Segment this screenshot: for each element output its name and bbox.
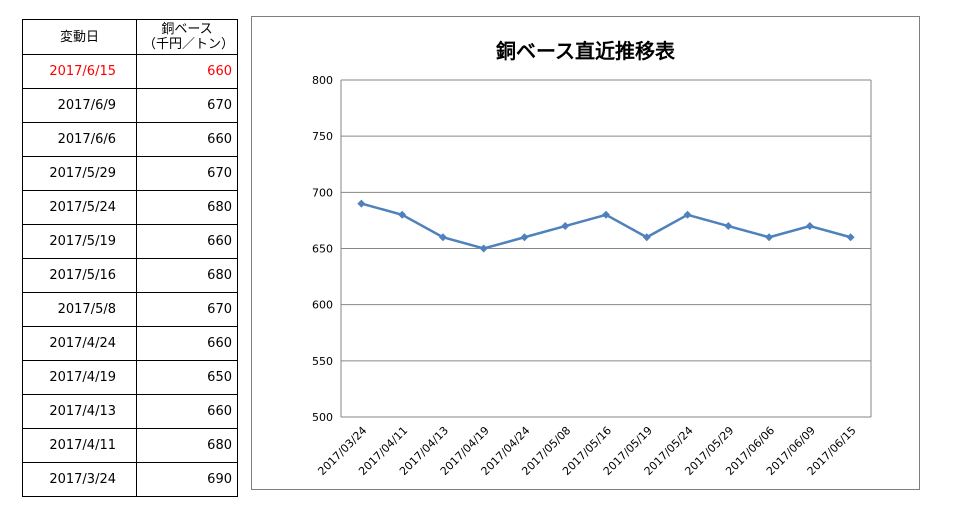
row-value: 670 — [136, 156, 238, 191]
header-date: 変動日 — [22, 19, 137, 55]
y-tick-label: 650 — [312, 243, 333, 256]
row-date: 2017/5/16 — [22, 258, 137, 293]
data-point-marker — [683, 210, 692, 219]
data-point-marker — [846, 233, 855, 242]
row-value: 670 — [136, 292, 238, 327]
row-date: 2017/4/13 — [22, 394, 137, 429]
table-row: 2017/4/19 650 — [22, 360, 238, 395]
data-point-marker — [398, 210, 407, 219]
row-value: 650 — [136, 360, 238, 395]
row-date: 2017/5/29 — [22, 156, 137, 191]
table-row: 2017/5/8 670 — [22, 292, 238, 327]
table-row: 2017/3/24 690 — [22, 462, 238, 497]
table-row: 2017/6/6 660 — [22, 122, 238, 157]
row-date: 2017/5/24 — [22, 190, 137, 225]
data-point-marker — [602, 210, 610, 219]
data-point-marker — [438, 233, 447, 242]
row-value: 680 — [136, 428, 238, 463]
table-row: 2017/4/11 680 — [22, 428, 238, 463]
line-chart: 5005506006507007508002017/03/242017/04/1… — [312, 74, 872, 478]
chart-area: 銅ベース直近推移表 500 550 600 650 700 750 800 2017/03/2… — [251, 16, 920, 490]
row-value: 660 — [136, 326, 238, 361]
row-date: 2017/5/19 — [22, 224, 137, 259]
row-value: 680 — [136, 190, 238, 225]
header-value: 銅ベース （千円／トン） — [136, 19, 238, 55]
header-value-line1: 銅ベース — [161, 22, 213, 37]
table-row: 2017/5/24 680 — [22, 190, 238, 225]
y-tick-label: 750 — [312, 130, 333, 143]
data-point-marker — [520, 233, 529, 242]
row-date: 2017/4/24 — [22, 326, 137, 361]
copper-base-table: 変動日 銅ベース （千円／トン） 2017/6/15 660 2017/6/9 670 2… — [22, 19, 238, 497]
row-date: 2017/5/8 — [22, 292, 137, 327]
row-date: 2017/4/19 — [22, 360, 137, 395]
y-tick-label: 500 — [312, 411, 333, 424]
data-point-marker — [561, 222, 570, 231]
header-value-line2: （千円／トン） — [143, 37, 235, 52]
table-row: 2017/4/24 660 — [22, 326, 238, 361]
y-tick-label: 800 — [312, 74, 333, 87]
table-row: 2017/6/15 660 — [22, 54, 238, 89]
data-point-marker — [765, 233, 774, 242]
row-value: 660 — [136, 122, 238, 157]
row-value: 680 — [136, 258, 238, 293]
data-point-marker — [642, 233, 651, 242]
table-row: 2017/5/19 660 — [22, 224, 238, 259]
row-date: 2017/3/24 — [22, 462, 137, 497]
row-date: 2017/4/11 — [22, 428, 137, 463]
row-value: 690 — [136, 462, 238, 497]
y-tick-label: 550 — [312, 355, 333, 368]
table-row: 2017/6/9 670 — [22, 88, 238, 123]
table-row: 2017/5/29 670 — [22, 156, 238, 191]
row-value: 660 — [136, 224, 238, 259]
data-point-marker — [357, 199, 366, 208]
data-point-marker — [724, 222, 733, 231]
data-point-marker — [805, 222, 814, 231]
row-value: 660 — [136, 394, 238, 429]
row-date: 2017/6/9 — [22, 88, 137, 123]
table-row: 2017/5/16 680 — [22, 258, 238, 293]
row-date: 2017/6/15 — [22, 54, 137, 89]
y-tick-label: 700 — [312, 186, 333, 199]
y-tick-label: 600 — [312, 299, 333, 312]
row-date: 2017/6/6 — [22, 122, 137, 157]
series-line — [361, 202, 851, 250]
data-point-marker — [479, 244, 488, 253]
table-header-row: 変動日 銅ベース （千円／トン） — [22, 19, 238, 55]
row-value: 660 — [136, 54, 238, 89]
row-value: 670 — [136, 88, 238, 123]
table-row: 2017/4/13 660 — [22, 394, 238, 429]
chart-title: 銅ベース直近推移表 — [496, 39, 675, 63]
